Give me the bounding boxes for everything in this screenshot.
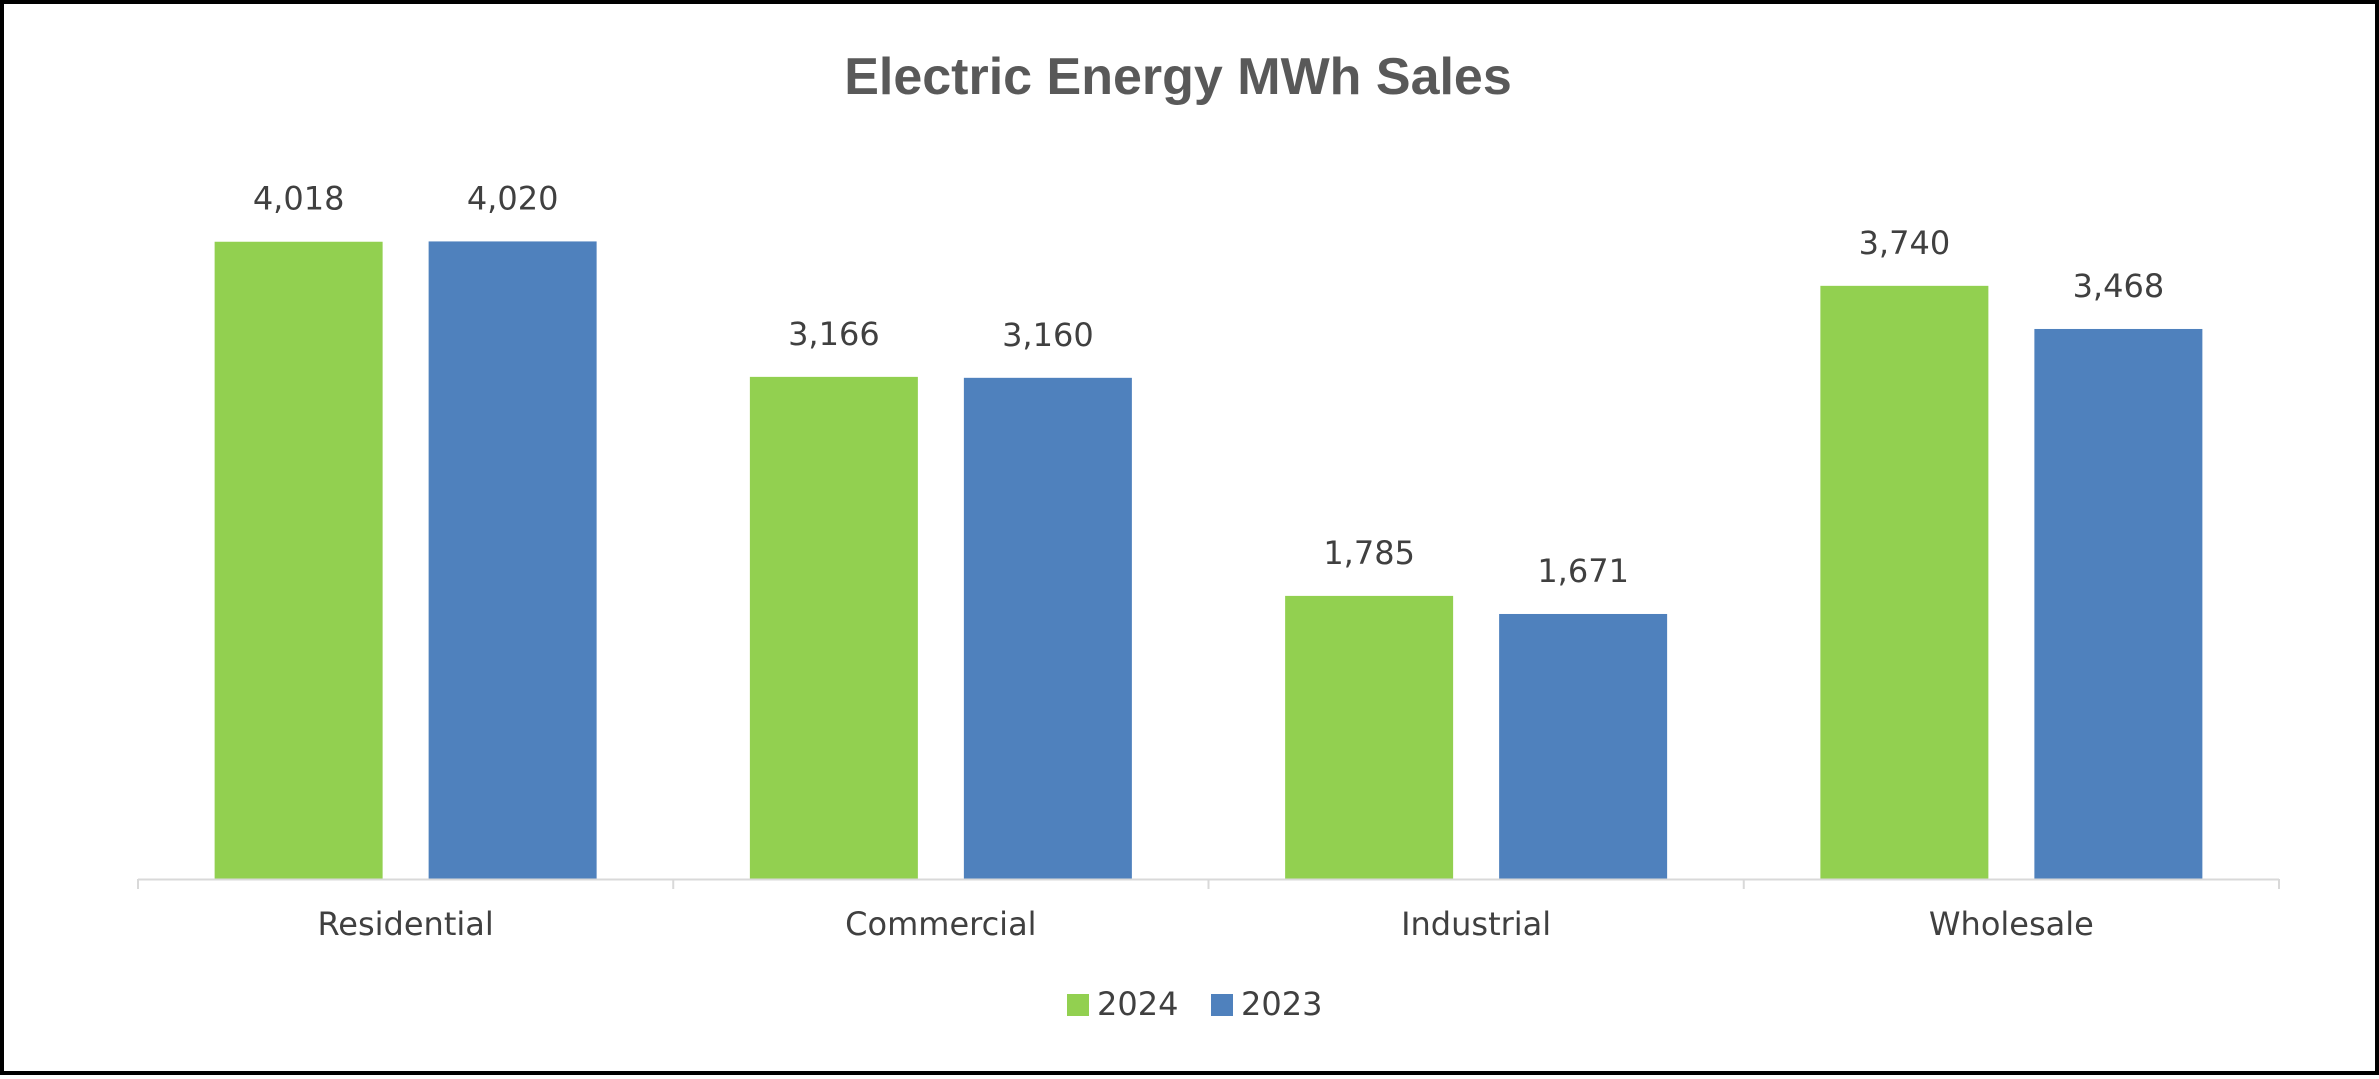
data-label-residential-2023: 4,020 [467, 179, 559, 217]
legend-item-2023: 2023 [1211, 985, 1322, 1023]
category-label-commercial: Commercial [845, 905, 1036, 943]
bar-commercial-2023 [963, 377, 1132, 879]
bar-chart: Electric Energy MWh Sales 4,018 4,020 3,16… [137, 48, 2280, 1023]
category-label-residential: Residential [317, 905, 493, 943]
bar-industrial-2024 [1285, 595, 1454, 879]
bar-wholesale-2023 [2034, 328, 2203, 879]
legend-item-2024: 2024 [1067, 985, 1178, 1023]
bar-residential-2024 [214, 241, 383, 880]
data-label-industrial-2024: 1,785 [1323, 534, 1415, 572]
data-label-commercial-2024: 3,166 [788, 315, 880, 353]
data-label-residential-2024: 4,018 [253, 180, 345, 218]
category-label-industrial: Industrial [1401, 905, 1551, 943]
category-label-wholesale: Wholesale [1929, 905, 2094, 943]
data-label-wholesale-2023: 3,468 [2073, 267, 2165, 305]
chart-title: Electric Energy MWh Sales [844, 48, 1512, 106]
legend-label-2024: 2024 [1097, 985, 1178, 1023]
category-axis: Residential Commercial Industrial Wholesale [137, 878, 2280, 943]
bar-wholesale-2024 [1820, 285, 1989, 879]
legend-label-2023: 2023 [1241, 985, 1322, 1023]
data-label-industrial-2023: 1,671 [1537, 552, 1629, 590]
bar-industrial-2023 [1499, 613, 1668, 879]
data-label-wholesale-2024: 3,740 [1859, 224, 1951, 262]
bar-commercial-2024 [749, 376, 918, 879]
legend: 2024 2023 [1067, 985, 1322, 1023]
data-label-commercial-2023: 3,160 [1002, 316, 1094, 354]
bars-layer: 4,018 4,020 3,166 3,160 1,785 1,671 3,740 3,468 [214, 179, 2203, 880]
legend-swatch-2024 [1067, 994, 1089, 1016]
bar-residential-2023 [428, 241, 597, 880]
legend-swatch-2023 [1211, 994, 1233, 1016]
